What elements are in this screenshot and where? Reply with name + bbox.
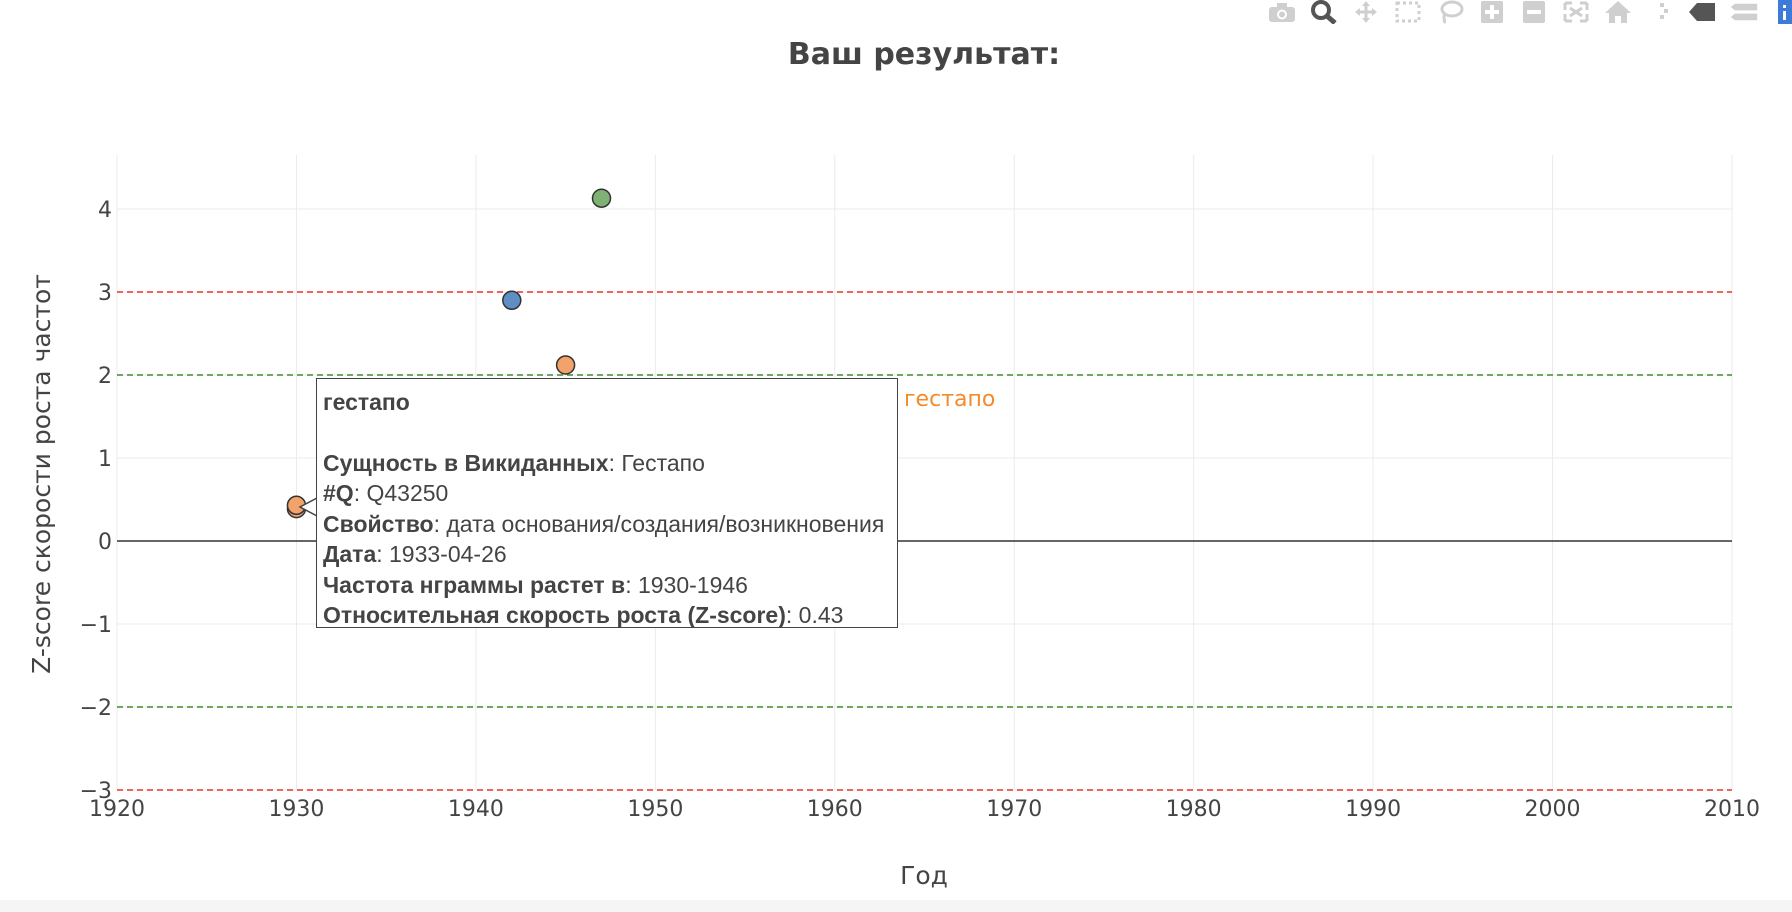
x-tick-labels: 1920 1930 1940 1950 1960 1970 1980 1990 2000 2010 <box>89 797 1760 822</box>
tooltip-title: гестапо <box>323 389 410 415</box>
tooltip-row: Дата: 1933-04-26 <box>323 541 507 567</box>
autoscale-icon[interactable] <box>1562 0 1590 24</box>
tooltip-key: Частота нграммы растет в <box>323 571 626 598</box>
hover-closest-icon[interactable] <box>1688 0 1716 24</box>
tooltip-value: 1933-04-26 <box>389 541 507 567</box>
tooltip-value: Гестапо <box>621 449 705 476</box>
tooltip-row: Свойство: дата основания/создания/возник… <box>323 510 885 537</box>
box-select-icon[interactable] <box>1394 0 1422 24</box>
y-tick-label: 3 <box>98 281 112 306</box>
y-axis-title: Z-score скорости роста частот <box>27 274 56 674</box>
tooltip-row: Относительная скорость роста (Z-score): … <box>323 602 844 628</box>
modebar <box>1268 0 1792 24</box>
tooltip-key: Сущность в Викиданных <box>323 449 609 476</box>
tooltip-row: Сущность в Викиданных: Гестапо <box>323 449 705 476</box>
y-tick-label: −2 <box>80 696 112 721</box>
x-tick-label: 1970 <box>986 797 1042 822</box>
data-point[interactable] <box>502 290 522 311</box>
plotly-logo-icon[interactable] <box>1772 0 1792 24</box>
data-point[interactable] <box>555 355 576 375</box>
zoom-out-icon[interactable] <box>1520 0 1548 24</box>
tooltip-row: Частота нграммы растет в: 1930-1946 <box>323 571 748 598</box>
y-tick-label: −1 <box>80 613 112 638</box>
hover-tooltip: гестапо Сущность в Викиданных: Гестапо #… <box>316 378 898 628</box>
tooltip-value: 0.43 <box>798 602 844 628</box>
chart-title: Ваш результат: <box>788 37 1060 72</box>
x-tick-label: 1980 <box>1166 797 1222 822</box>
x-tick-label: 1940 <box>448 797 504 822</box>
x-tick-label: 2000 <box>1525 797 1581 822</box>
zoom-icon[interactable] <box>1310 0 1338 24</box>
hover-compare-icon[interactable] <box>1730 0 1758 24</box>
tooltip-key: Относительная скорость роста (Z-score) <box>323 602 786 628</box>
y-tick-label: 1 <box>98 447 112 472</box>
tooltip-value: Q43250 <box>366 480 449 506</box>
y-tick-label: 2 <box>98 364 112 389</box>
pan-icon[interactable] <box>1352 0 1380 24</box>
y-tick-label: 4 <box>98 198 112 223</box>
x-axis-title: Год <box>900 861 948 890</box>
data-point[interactable] <box>591 188 612 208</box>
lasso-icon[interactable] <box>1436 0 1464 24</box>
x-tick-label: 1950 <box>627 797 683 822</box>
tooltip-value: дата основания/создания/возникновения <box>446 510 885 537</box>
y-tick-labels: 4 3 2 1 0 −1 −2 −3 <box>80 198 112 804</box>
data-points[interactable] <box>286 188 612 519</box>
hover-series-label: гестапо <box>904 387 995 412</box>
tooltip-value: 1930-1946 <box>637 571 748 598</box>
spike-lines-icon[interactable] <box>1646 0 1674 24</box>
y-tick-label: −3 <box>80 779 112 804</box>
tooltip-key: #Q <box>323 480 354 506</box>
x-tick-label: 1920 <box>89 797 145 822</box>
x-tick-label: 2010 <box>1704 797 1760 822</box>
x-tick-label: 1960 <box>807 797 863 822</box>
x-tick-label: 1930 <box>268 797 324 822</box>
tooltip-key: Дата <box>323 541 377 567</box>
x-tick-label: 1990 <box>1345 797 1401 822</box>
y-tick-label: 0 <box>98 530 112 555</box>
tooltip-row: #Q: Q43250 <box>323 480 449 506</box>
home-icon[interactable] <box>1604 0 1632 24</box>
camera-icon[interactable] <box>1268 0 1296 24</box>
zoom-in-icon[interactable] <box>1478 0 1506 24</box>
tooltip-pointer <box>298 497 318 517</box>
tooltip-key: Свойство <box>323 510 434 537</box>
